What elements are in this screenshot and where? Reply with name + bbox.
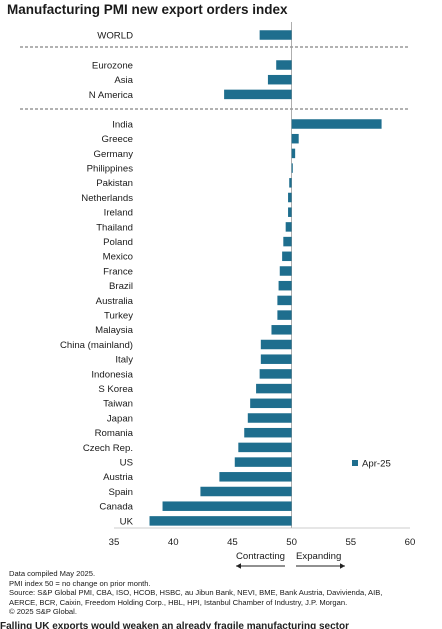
bar: [260, 339, 292, 350]
bar: [291, 133, 299, 144]
bar: [200, 486, 292, 497]
bar: [267, 74, 292, 85]
bars: [149, 30, 382, 526]
bar: [247, 413, 292, 423]
bar: [279, 266, 292, 276]
category-label: Italy: [115, 355, 133, 366]
bar: [277, 295, 292, 306]
category-label: UK: [120, 516, 134, 527]
x-tick-label: 60: [405, 537, 416, 548]
bar: [259, 369, 292, 379]
footnote-line: Data compiled May 2025.: [9, 569, 96, 578]
bar: [162, 501, 292, 511]
category-label: Brazil: [109, 281, 133, 292]
direction-annotations: Contracting Expanding: [236, 551, 345, 569]
footnotes: Data compiled May 2025. PMI index 50 = n…: [9, 569, 435, 617]
bar: [260, 354, 292, 364]
x-tick-label: 35: [109, 537, 120, 548]
bar: [250, 398, 292, 409]
bar: [288, 207, 292, 217]
category-label: Greece: [102, 134, 133, 145]
bar: [276, 60, 292, 70]
right-arrow-head: [340, 563, 345, 569]
x-tick-label: 40: [168, 537, 179, 548]
legend-label: Apr-25: [362, 459, 391, 470]
bar: [277, 310, 292, 320]
category-label: Indonesia: [91, 369, 133, 380]
category-label: Ireland: [104, 208, 133, 219]
x-tick-label: 50: [286, 537, 297, 548]
category-label: WORLD: [97, 30, 133, 41]
category-label: Japan: [107, 413, 133, 424]
category-label: Eurozone: [92, 60, 133, 71]
category-label: Thailand: [96, 222, 133, 233]
bar: [289, 178, 292, 188]
bar: [283, 236, 292, 247]
category-label: Austria: [103, 472, 134, 483]
category-label: Taiwan: [103, 399, 133, 410]
category-label: Pakistan: [96, 178, 133, 189]
category-label: Netherlands: [81, 193, 133, 204]
category-label: Spain: [108, 487, 133, 498]
bar: [234, 457, 292, 467]
bar: [149, 516, 292, 526]
footnote-line: © 2025 S&P Global.: [9, 607, 77, 617]
category-label: S Korea: [98, 384, 133, 395]
left-arrow-head: [236, 563, 241, 569]
category-label: Turkey: [104, 311, 133, 322]
bar: [271, 325, 292, 335]
x-tick-label: 55: [345, 537, 356, 548]
bar: [244, 427, 292, 438]
category-label: Czech Rep.: [83, 443, 133, 454]
category-label: India: [112, 119, 133, 130]
chart-title: Manufacturing PMI new export orders inde…: [7, 2, 288, 17]
category-label: Poland: [103, 237, 133, 248]
category-label: Mexico: [103, 252, 133, 263]
separator-lines: [20, 22, 410, 528]
footnote-line: PMI index 50 = no change on prior month.: [9, 578, 151, 588]
footnote-line: Source: S&P Global PMI, CBA, ISO, HCOB, …: [9, 588, 383, 598]
legend-swatch: [352, 460, 358, 466]
category-label: Australia: [96, 296, 134, 307]
bar: [291, 119, 382, 129]
category-label: Malaysia: [95, 325, 134, 336]
expanding-label: Expanding: [296, 551, 341, 562]
bar: [259, 30, 292, 40]
bar: [288, 192, 292, 203]
category-label: Asia: [114, 75, 133, 86]
category-label: Germany: [94, 149, 134, 160]
bar: [285, 222, 292, 232]
category-label: Canada: [99, 502, 133, 513]
category-label: US: [120, 458, 133, 469]
bar: [278, 280, 292, 291]
bar: [238, 442, 292, 453]
bar: [282, 251, 292, 262]
legend: Apr-25: [352, 459, 391, 470]
bar: [291, 148, 296, 159]
category-label: Romania: [95, 428, 134, 439]
category-label: N America: [89, 90, 134, 101]
category-label: France: [103, 266, 133, 277]
category-labels: WORLD Eurozone Asia N America India Greece Ger…: [60, 30, 134, 527]
category-label: Philippines: [87, 164, 134, 175]
contracting-label: Contracting: [236, 551, 285, 562]
category-label: China (mainland): [60, 340, 133, 351]
bar: [219, 472, 292, 482]
bar: [291, 163, 293, 173]
x-tick-label: 45: [227, 537, 238, 548]
x-axis: 35 40 45 50 55 60: [109, 527, 416, 548]
bar: [256, 383, 292, 394]
cut-off-caption: Falling UK exports would weaken an alrea…: [0, 621, 349, 629]
footnote-line: AERCE, BCR, Caixin, Freedom Holding Corp…: [9, 597, 348, 607]
bar: [224, 89, 292, 100]
